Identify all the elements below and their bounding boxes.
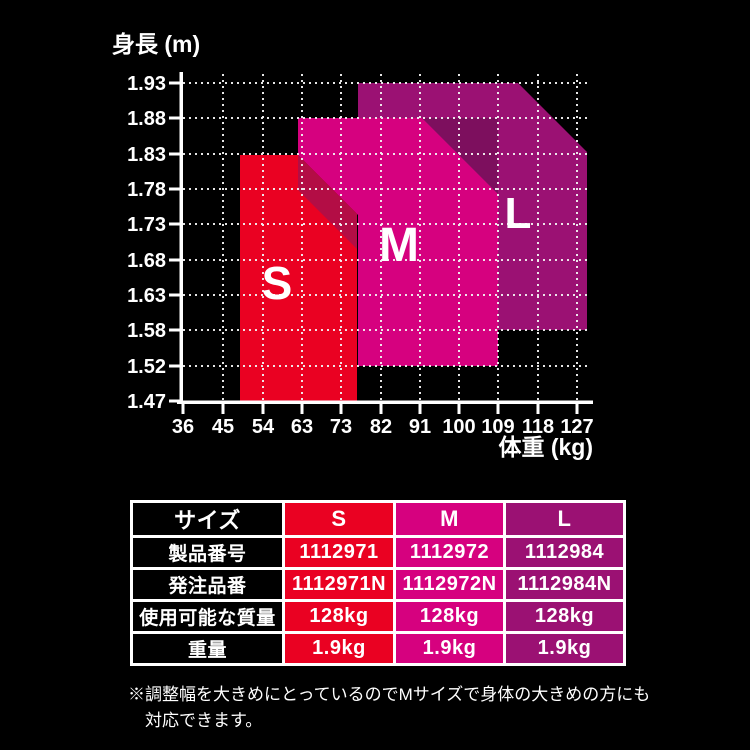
y-tick-mark — [169, 364, 181, 368]
y-tick-mark — [169, 258, 181, 262]
table-cell-M: M — [393, 500, 506, 538]
size-fit-chart: 1.47 1.52 1.58 1.63 1.68 1.73 1.78 1.83 1.88 1.93… — [112, 31, 594, 460]
x-tick-mark — [418, 404, 422, 414]
table-cell-S: 128kg — [282, 599, 396, 634]
y-tick-mark — [169, 187, 181, 191]
x-tick-label: 127 — [560, 416, 593, 438]
y-tick-mark — [169, 222, 181, 226]
table-row-header: 重量 — [130, 631, 285, 666]
table-row-header: 使用可能な質量 — [130, 599, 285, 634]
size-region-m — [298, 118, 498, 366]
table-row-header: サイズ — [130, 500, 285, 538]
x-tick-mark — [536, 404, 540, 414]
y-tick-label: 1.73 — [127, 214, 166, 236]
x-tick-mark — [496, 404, 500, 414]
y-tick-mark — [169, 328, 181, 332]
x-tick-mark — [221, 404, 225, 414]
x-tick-mark — [457, 404, 461, 414]
y-tick-label: 1.58 — [127, 320, 166, 342]
y-axis-line — [179, 72, 183, 404]
x-tick-mark — [261, 404, 265, 414]
footnote: ※調整幅を大きめにとっているのでMサイズで身体の大きめの方にも 対応できます。 — [128, 682, 668, 734]
table-cell-S: S — [282, 500, 396, 538]
region-letter-m: M — [379, 219, 419, 272]
x-tick-mark — [181, 404, 185, 414]
size-region-s-fold-shade — [298, 155, 357, 249]
table-row: 重量 1.9kg 1.9kg 1.9kg — [130, 631, 626, 666]
table-cell-L: 1112984N — [503, 567, 626, 602]
table-cell-L: 128kg — [503, 599, 626, 634]
size-spec-table: サイズ S M L 製品番号 1112971 1112972 1112984 発注品番 11129… — [130, 500, 626, 666]
y-tick-label: 1.88 — [127, 108, 166, 130]
x-tick-label: 109 — [481, 416, 514, 438]
table-row: 発注品番 1112971N 1112972N 1112984N — [130, 567, 626, 602]
y-tick-label: 1.93 — [127, 73, 166, 95]
size-region-m-fold-shade — [422, 118, 498, 194]
x-axis-line — [177, 400, 593, 404]
table-cell-S: 1112971 — [282, 535, 396, 570]
y-tick-label: 1.52 — [127, 356, 166, 378]
region-letter-l: L — [505, 189, 532, 238]
table-row: 使用可能な質量 128kg 128kg 128kg — [130, 599, 626, 634]
x-tick-label: 36 — [172, 416, 194, 438]
table-row: 製品番号 1112971 1112972 1112984 — [130, 535, 626, 570]
table-cell-M: 1112972 — [393, 535, 506, 570]
x-tick-mark — [379, 404, 383, 414]
table-row-header: 発注品番 — [130, 567, 285, 602]
y-tick-mark — [169, 152, 181, 156]
table-cell-L: 1112984 — [503, 535, 626, 570]
x-axis-title: 体重 (kg) — [498, 434, 593, 460]
table-row: サイズ S M L — [130, 500, 626, 538]
y-tick-mark — [169, 293, 181, 297]
x-tick-label: 91 — [409, 416, 431, 438]
y-tick-label: 1.83 — [127, 144, 166, 166]
x-tick-label: 82 — [370, 416, 392, 438]
y-tick-mark — [169, 81, 181, 85]
x-tick-label: 54 — [252, 416, 275, 438]
y-tick-label: 1.47 — [127, 391, 166, 413]
y-tick-mark — [169, 116, 181, 120]
footnote-line-2: 対応できます。 — [145, 711, 263, 730]
footnote-line-1: ※調整幅を大きめにとっているのでMサイズで身体の大きめの方にも — [128, 685, 651, 704]
table-row-header: 製品番号 — [130, 535, 285, 570]
y-tick-label: 1.78 — [127, 179, 166, 201]
x-tick-label: 118 — [522, 416, 554, 438]
table-cell-S: 1112971N — [282, 567, 396, 602]
y-tick-label: 1.68 — [127, 250, 166, 272]
x-tick-mark — [575, 404, 579, 414]
x-tick-label: 45 — [212, 416, 234, 438]
size-fit-chart-svg: 1.47 1.52 1.58 1.63 1.68 1.73 1.78 1.83 1.88 1.93… — [112, 31, 594, 460]
table-cell-L: 1.9kg — [503, 631, 626, 666]
x-tick-mark — [339, 404, 343, 414]
table-cell-S: 1.9kg — [282, 631, 396, 666]
y-axis-title: 身長 (m) — [112, 31, 200, 57]
x-tick-label: 73 — [330, 416, 352, 438]
table-cell-L: L — [503, 500, 626, 538]
x-tick-mark — [300, 404, 304, 414]
x-tick-label: 100 — [442, 416, 475, 438]
y-tick-mark — [169, 399, 181, 403]
y-tick-label: 1.63 — [127, 285, 166, 307]
table-cell-M: 128kg — [393, 599, 506, 634]
region-letter-s: S — [262, 257, 293, 309]
x-tick-label: 63 — [291, 416, 313, 438]
table-cell-M: 1112972N — [393, 567, 506, 602]
table-cell-M: 1.9kg — [393, 631, 506, 666]
